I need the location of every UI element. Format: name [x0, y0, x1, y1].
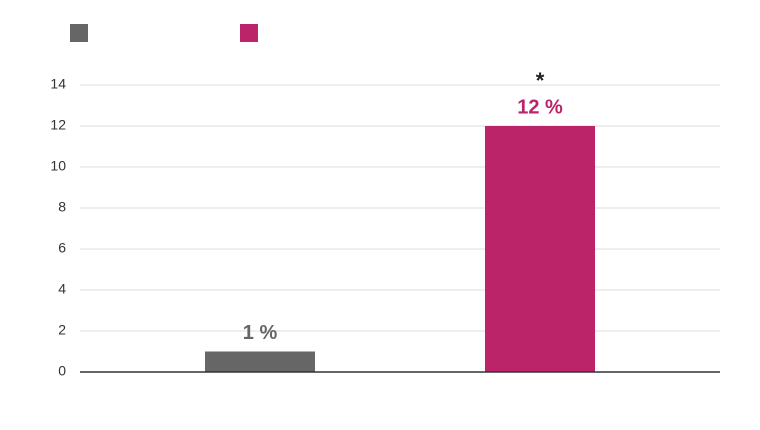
y-tick-label: 0	[58, 363, 66, 379]
y-tick-label: 6	[58, 240, 66, 256]
annotation: *	[536, 68, 545, 93]
y-tick-label: 4	[58, 281, 66, 297]
y-tick-label: 8	[58, 199, 66, 215]
y-tick-label: 12	[50, 117, 66, 133]
legend-swatch	[240, 24, 258, 42]
y-tick-label: 2	[58, 322, 66, 338]
value-label: 12 %	[517, 96, 563, 118]
y-tick-label: 14	[50, 76, 66, 92]
bar	[485, 126, 595, 372]
value-label: 1 %	[243, 322, 278, 344]
y-tick-label: 10	[50, 158, 66, 174]
legend-swatch	[70, 24, 88, 42]
bar	[205, 351, 315, 372]
